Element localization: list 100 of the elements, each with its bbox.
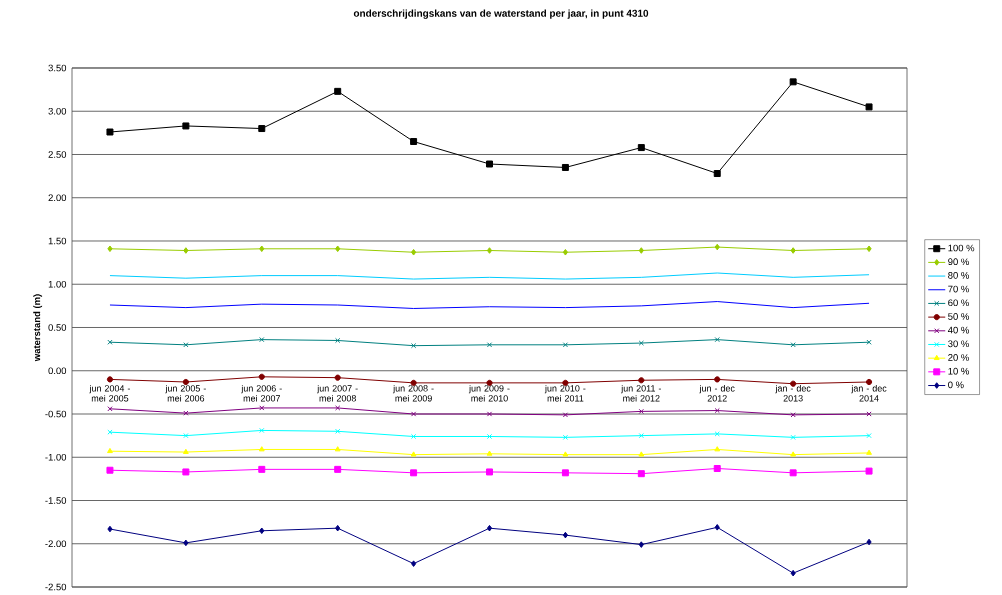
point xyxy=(789,78,797,86)
y-tick-label: 2.00 xyxy=(48,194,67,202)
point xyxy=(335,428,341,434)
point xyxy=(714,431,720,437)
point xyxy=(334,87,342,95)
y-tick-label: 3.50 xyxy=(48,64,67,72)
legend-label: 50 % xyxy=(948,313,969,320)
point xyxy=(410,469,418,477)
point xyxy=(562,531,569,539)
point xyxy=(561,163,569,171)
y-tick-label: 2.50 xyxy=(48,151,67,158)
point xyxy=(335,524,341,532)
point xyxy=(259,405,265,411)
y-tick-label: -0.50 xyxy=(45,410,67,418)
point xyxy=(410,451,417,457)
legend-label: 0 % xyxy=(948,381,964,389)
legend-label: 70 % xyxy=(948,285,969,293)
point xyxy=(637,470,645,478)
legend-label: 40 % xyxy=(947,326,969,334)
x-tick-label: jun - dec 2012 xyxy=(699,384,735,402)
line-series xyxy=(109,301,870,309)
point xyxy=(562,412,569,418)
line-series xyxy=(109,272,870,280)
point xyxy=(866,538,872,546)
point xyxy=(638,340,644,346)
point xyxy=(183,342,189,348)
y-tick-label: -1.50 xyxy=(45,497,67,504)
point xyxy=(486,160,493,168)
point xyxy=(638,541,644,548)
point xyxy=(486,247,493,254)
point xyxy=(106,128,114,136)
legend-label: 60 % xyxy=(948,299,969,307)
x-tick-label: jun 2010 - mei 2011 xyxy=(544,384,586,402)
point xyxy=(562,342,569,348)
x-tick-label: jun 2005 - mei 2006 xyxy=(165,384,206,402)
point xyxy=(713,170,721,178)
point xyxy=(637,144,645,152)
point xyxy=(638,247,644,254)
point xyxy=(713,465,721,472)
chart-title: onderschrijdingskans van de waterstand per jaar, in punt 4310 xyxy=(353,9,649,19)
x-tick-label: jun 2009 - mei 2010 xyxy=(468,384,510,402)
point xyxy=(411,248,417,256)
point xyxy=(183,410,189,416)
legend-label: 30 % xyxy=(948,340,969,348)
point xyxy=(638,451,645,457)
point xyxy=(258,465,266,473)
point xyxy=(410,433,417,440)
point xyxy=(714,243,720,251)
y-tick-label: 1.00 xyxy=(48,280,67,288)
point xyxy=(182,448,189,454)
point xyxy=(106,466,114,474)
point xyxy=(790,451,797,457)
point xyxy=(790,247,796,254)
point xyxy=(335,405,341,411)
point xyxy=(561,469,569,477)
point xyxy=(258,446,265,452)
point xyxy=(259,427,265,434)
point xyxy=(486,450,493,456)
point xyxy=(714,337,720,343)
x-tick-label: jun 2004 - mei 2005 xyxy=(89,384,130,402)
point xyxy=(714,407,720,414)
point xyxy=(258,125,266,133)
y-axis-title: waterstand (m) xyxy=(33,294,43,362)
point xyxy=(410,411,417,417)
point xyxy=(107,525,113,533)
point xyxy=(790,380,797,387)
point xyxy=(866,449,872,455)
x-tick-label: jun 2008 - mei 2009 xyxy=(392,384,434,402)
point xyxy=(865,103,873,111)
x-tick-label: jan - dec 2013 xyxy=(775,384,811,402)
point xyxy=(106,376,114,383)
x-tick-label: jun 2011 - mei 2012 xyxy=(621,384,662,402)
x-tick-label: jan - dec 2014 xyxy=(851,384,887,402)
point xyxy=(865,467,873,475)
point xyxy=(486,411,493,417)
point xyxy=(411,560,417,567)
point xyxy=(410,138,418,146)
point xyxy=(714,524,720,531)
y-tick-label: 0.50 xyxy=(48,324,67,331)
y-tick-label: -2.50 xyxy=(45,583,67,591)
point xyxy=(258,373,265,380)
point xyxy=(334,465,342,473)
point xyxy=(866,245,872,253)
point xyxy=(183,539,189,547)
point xyxy=(259,527,265,535)
point xyxy=(259,245,265,253)
point xyxy=(183,247,189,254)
point xyxy=(182,122,190,130)
point xyxy=(638,433,644,439)
point xyxy=(259,337,265,343)
point xyxy=(107,447,113,454)
point xyxy=(562,434,569,440)
point xyxy=(334,446,341,452)
legend-label: 80 % xyxy=(948,272,969,279)
point xyxy=(790,412,796,418)
y-tick-label: -2.00 xyxy=(45,540,67,548)
point xyxy=(714,376,721,383)
point xyxy=(335,245,341,253)
point xyxy=(865,378,873,386)
point xyxy=(486,342,493,348)
